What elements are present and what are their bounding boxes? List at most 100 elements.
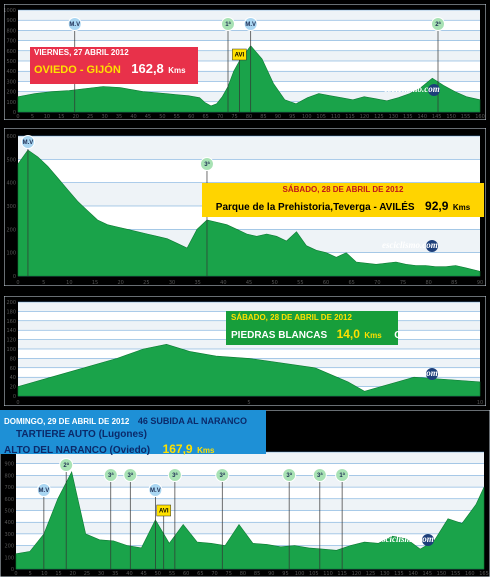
stage-4-event-title: 46 SUBIDA AL NARANCO [137,416,248,426]
x-tick-label: 35 [116,114,122,120]
y-tick-label: 0 [11,567,14,573]
x-tick-label: 30 [169,280,175,286]
marker-label: 2ª [63,462,69,469]
x-tick-label: 110 [331,114,341,120]
x-tick-label: 165 [479,571,489,577]
logo-text: esciclismo.com [378,534,434,544]
marker-badge [335,468,350,482]
x-tick-label: 10 [66,280,72,286]
y-tick-label: 100 [4,555,14,561]
marker-label: 1ª [339,472,345,479]
marker-badge [215,468,230,482]
x-tick-label: 125 [374,114,384,120]
x-tick-label: 10 [41,571,47,577]
avi-badge [232,48,247,61]
grid-band [18,30,480,41]
marker-badge [36,483,51,497]
grid-band [16,522,484,534]
y-tick-label: 0 [13,394,16,400]
stage-3-distance: 14,0 [336,327,360,342]
marker-badge [431,17,445,31]
x-tick-label: 35 [112,571,118,577]
x-tick-label: 160 [475,114,485,120]
x-tick-label: 40 [130,114,136,120]
x-tick-label: 80 [425,280,431,286]
y-tick-label: 20 [10,385,16,391]
stage-4-route-line-1: TARTIERE AUTO (Lugones) [16,428,147,440]
stage-4-info-box: DOMINGO, 29 DE ABRIL DE 2012 46 SUBIDA A… [0,410,266,457]
y-tick-label: 60 [10,366,16,372]
x-tick-label: 90 [275,114,281,120]
y-tick-label: 40 [10,375,16,381]
y-tick-label: 120 [6,338,16,344]
x-tick-label: 60 [323,280,329,286]
y-tick-label: 300 [6,79,16,85]
x-tick-label: 155 [451,571,461,577]
x-tick-label: 65 [348,280,354,286]
marker-badge [221,17,235,31]
x-tick-label: 85 [451,280,457,286]
marker-label: 1ª [225,21,231,28]
grid-band [16,475,484,488]
stage-4-panel: 1000900800700600500400300200100005101520… [0,410,490,577]
x-tick-label: 50 [159,114,165,120]
stage-1-panel: 1000 900 800 700 600 500 400 300 200 100 0 0 5 10 15 20… [4,4,486,120]
y-tick-label: 500 [6,59,16,65]
y-tick-label: 160 [6,319,16,325]
elevation-profile [17,149,481,277]
x-tick-label: 80 [240,571,246,577]
x-tick-label: 135 [403,114,413,120]
stage-2-info-box: SÁBADO, 28 DE ABRIL DE 2012 Parque de la… [202,183,484,217]
stage-2-panel: 600 500 400 300 200 100 0 0 5 10 15 20 25 30 35 40 45 50 5… [4,128,486,286]
stage-2-date: SÁBADO, 28 DE ABRIL DE 2012 [282,185,404,194]
x-tick-label: 65 [203,114,209,120]
x-tick-label: 55 [297,280,303,286]
y-tick-label: 500 [4,509,14,515]
x-tick-label: 15 [58,114,64,120]
x-tick-label: 75 [400,280,406,286]
marker-badge [59,458,74,472]
x-tick-label: 20 [73,114,79,120]
x-tick-label: 140 [408,571,418,577]
stage-3-panel: 200 180 160 140 120 100 80 60 40 20 0 0 5 10 esciclism… [4,296,486,406]
x-tick-label: 50 [155,571,161,577]
x-tick-label: 95 [289,114,295,120]
marker-badge [243,17,258,31]
stage-4-route-line-2: ALTO DEL NARANCO (Oviedo) [4,445,151,457]
marker-label: M.V [39,488,50,494]
x-tick-label: 25 [143,280,149,286]
grid-band [16,498,484,511]
y-tick-label: 800 [4,473,14,479]
x-tick-label: 120 [360,114,370,120]
x-tick-label: 90 [477,280,483,286]
logo-icon [428,84,440,96]
x-tick-label: 55 [169,571,175,577]
marker-badge [20,135,35,149]
avi-badge [156,504,171,517]
x-tick-label: 60 [183,571,189,577]
y-tick-label: 800 [6,28,16,34]
y-tick-label: 200 [6,227,16,233]
x-tick-label: 0 [16,400,19,406]
x-tick-label: 125 [366,571,376,577]
stage-1-date: VIERNES, 27 ABRIL 2012 [34,48,129,57]
stage-3-distance-unit: Kms [364,331,382,341]
marker-label: 3ª [128,472,134,479]
x-tick-label: 25 [87,114,93,120]
x-tick-label: 155 [461,114,471,120]
marker-label: M.V [245,22,256,28]
marker-label: M.V [69,22,80,28]
y-tick-label: 200 [6,300,16,306]
x-tick-label: 100 [295,571,305,577]
x-tick-label: 115 [337,571,347,577]
marker-label: 3ª [172,472,178,479]
stage-3-date: SÁBADO, 28 DE ABRIL DE 2012 [231,313,352,322]
x-tick-label: 130 [389,114,399,120]
x-tick-label: 135 [394,571,404,577]
y-tick-label: 700 [6,39,16,45]
x-tick-label: 110 [323,571,333,577]
x-tick-label: 40 [126,571,132,577]
x-tick-label: 0 [16,114,19,120]
marker-badge [123,468,138,482]
x-tick-label: 130 [380,571,390,577]
